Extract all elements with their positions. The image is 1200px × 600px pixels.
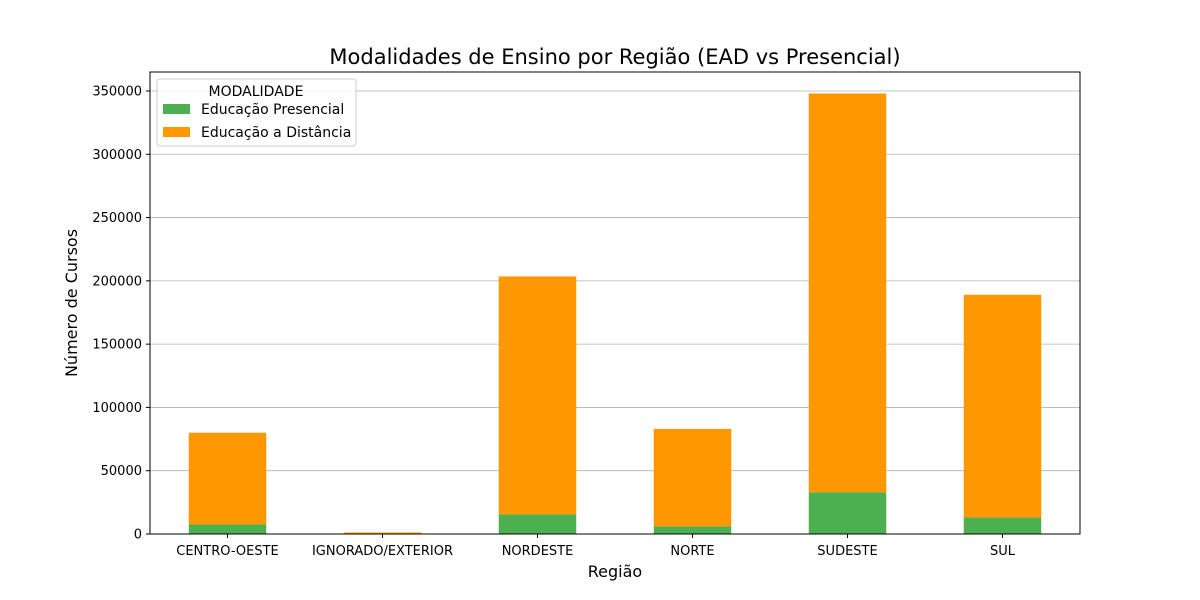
y-axis-ticks: 0 50000 100000 150000 200000 250000 300000 3500…	[92, 84, 150, 543]
bar-presencial-nordeste	[498, 514, 577, 534]
chart-title: Modalidades de Ensino por Região (EAD vs…	[329, 45, 900, 69]
legend-title: MODALIDADE	[209, 84, 304, 100]
bar-presencial-norte	[653, 526, 732, 534]
bar-distancia-sul	[963, 294, 1042, 518]
x-tick-label: IGNORADO/EXTERIOR	[312, 544, 453, 559]
x-tick-label: NORDESTE	[502, 544, 574, 559]
legend-frame	[156, 78, 357, 147]
bar-distancia-norte	[653, 428, 732, 527]
y-tick-label: 0	[134, 528, 142, 543]
legend-swatch-presencial	[163, 104, 190, 114]
y-tick-label: 150000	[92, 338, 142, 353]
x-axis-ticks: CENTRO-OESTE IGNORADO/EXTERIOR NORDESTE NOR…	[176, 534, 1016, 559]
x-tick-label: SUDESTE	[817, 544, 877, 559]
bars	[188, 93, 1042, 534]
x-tick-label: SUL	[990, 544, 1016, 559]
x-tick-label: NORTE	[670, 544, 714, 559]
plot-frame	[149, 71, 1081, 535]
bar-presencial-sul	[963, 517, 1042, 534]
legend-swatch-distancia	[163, 127, 190, 137]
x-axis-title: Região	[588, 562, 642, 581]
bar-distancia-ignorado-exterior	[343, 532, 422, 534]
y-tick-label: 100000	[92, 401, 142, 416]
y-tick-label: 350000	[92, 84, 142, 99]
bar-presencial-sudeste	[808, 492, 887, 534]
y-tick-label: 300000	[92, 148, 142, 163]
y-tick-label: 50000	[101, 464, 142, 479]
bar-distancia-nordeste	[498, 276, 577, 515]
y-tick-label: 200000	[92, 274, 142, 289]
y-tick-label: 250000	[92, 211, 142, 226]
bar-distancia-centro-oeste	[188, 432, 267, 525]
bar-presencial-centro-oeste	[188, 524, 267, 534]
legend-label-distancia: Educação a Distância	[201, 125, 351, 141]
legend-label-presencial: Educação Presencial	[201, 102, 344, 118]
legend: MODALIDADE Educação Presencial Educação …	[156, 78, 357, 147]
x-tick-label: CENTRO-OESTE	[176, 544, 279, 559]
y-axis-title: Número de Cursos	[62, 229, 81, 377]
bar-distancia-sudeste	[808, 93, 887, 493]
